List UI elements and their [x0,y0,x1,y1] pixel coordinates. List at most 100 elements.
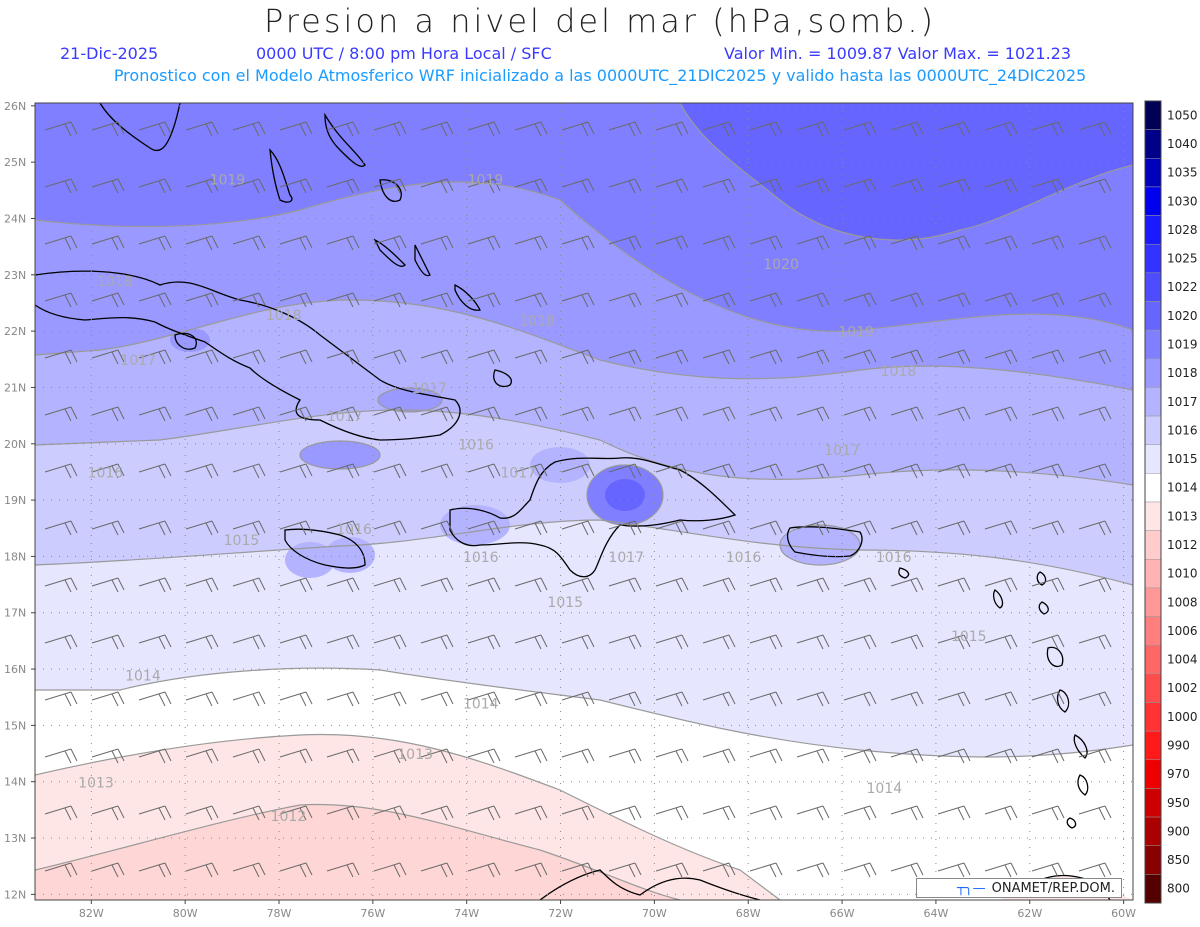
wind-barb [608,178,642,194]
colorbar-swatch [1144,673,1162,703]
wind-barb [561,634,595,650]
wind-barb [937,520,971,536]
wind-barb [937,748,971,764]
wind-barb [279,292,313,308]
wind-barb [749,805,783,821]
wind-barb [185,691,219,707]
colorbar-label: 1028 [1167,223,1198,237]
wind-barb [44,178,78,194]
wind-barb [138,406,172,422]
wind-barb [467,862,501,878]
wind-barb [796,463,830,479]
wind-barb [373,862,407,878]
wind-barb [608,292,642,308]
wind-barb [44,634,78,650]
wind-barb [279,748,313,764]
colorbar-swatch [1144,129,1162,159]
wind-barb [1031,121,1065,137]
wind-barb [138,121,172,137]
wind-barb [232,292,266,308]
wind-barb [749,292,783,308]
wind-barb [608,520,642,536]
wind-barb [91,178,125,194]
lat-tick-label: 13N [4,832,26,845]
wind-barb [467,748,501,764]
wind-barb [91,691,125,707]
colorbar-label: 1018 [1167,366,1198,380]
colorbar-label: 1008 [1167,595,1198,609]
lat-tick-label: 22N [4,325,26,338]
isobar-label: 1013 [78,775,114,791]
wind-barb [44,235,78,251]
wind-barb [467,292,501,308]
wind-barb [749,235,783,251]
wind-barb [91,406,125,422]
colorbar-swatch [1144,301,1162,331]
wind-barb [373,577,407,593]
wind-barb [655,577,689,593]
colorbar-swatch [1144,100,1162,130]
wind-barb [937,292,971,308]
colorbar-label: 1002 [1167,681,1198,695]
wind-barb [279,178,313,194]
wind-barb [326,691,360,707]
colorbar-label: 990 [1167,738,1190,752]
lon-tick-label: 60W [1111,907,1136,920]
lon-tick-label: 64W [923,907,948,920]
wind-barb [796,292,830,308]
wind-barb [561,406,595,422]
wind-barb [1031,292,1065,308]
wind-barb [655,349,689,365]
wind-barb [984,748,1018,764]
wind-barb [890,121,924,137]
wind-barb [1031,577,1065,593]
forecast-time: 0000 UTC / 8:00 pm Hora Local / SFC [256,44,552,63]
wind-barb [702,520,736,536]
lon-tick-label: 82W [79,907,104,920]
wind-barb [655,691,689,707]
wind-barb [655,121,689,137]
wind-barb [937,178,971,194]
wind-barb [514,748,548,764]
wind-barb [467,805,501,821]
wind-barb [1031,235,1065,251]
colorbar-swatch [1144,215,1162,245]
colorbar-swatch [1144,759,1162,789]
lat-tick-label: 24N [4,212,26,225]
wind-barb [843,292,877,308]
wind-barb [843,805,877,821]
colorbar-swatch [1144,587,1162,617]
isobar-label: 1016 [463,550,499,566]
wind-barb [373,178,407,194]
colorbar-label: 1025 [1167,252,1198,266]
wind-barb [373,805,407,821]
wind-barb [749,178,783,194]
colorbar-swatch [1144,387,1162,417]
lat-tick-label: 14N [4,776,26,789]
wind-barb [796,349,830,365]
colorbar-label: 1013 [1167,509,1198,523]
wind-barb [984,862,1018,878]
wind-barb [44,349,78,365]
wind-barb [420,691,454,707]
wind-barb [185,805,219,821]
wind-barb [232,577,266,593]
wind-barb [702,805,736,821]
wind-barb [1078,577,1112,593]
wind-barb [561,235,595,251]
isobar-label: 1020 [763,257,799,273]
wind-barb [1078,748,1112,764]
wind-barb [44,748,78,764]
lat-tick-label: 25N [4,156,26,169]
wind-barb [279,121,313,137]
wind-barb [44,463,78,479]
wind-barb [44,406,78,422]
wind-barb [843,235,877,251]
isobar-label: 1016 [726,550,762,566]
wind-barb [138,805,172,821]
wind-barb [702,634,736,650]
wind-barb [937,805,971,821]
wind-barb [561,463,595,479]
wind-barb [420,292,454,308]
wind-barb [890,463,924,479]
